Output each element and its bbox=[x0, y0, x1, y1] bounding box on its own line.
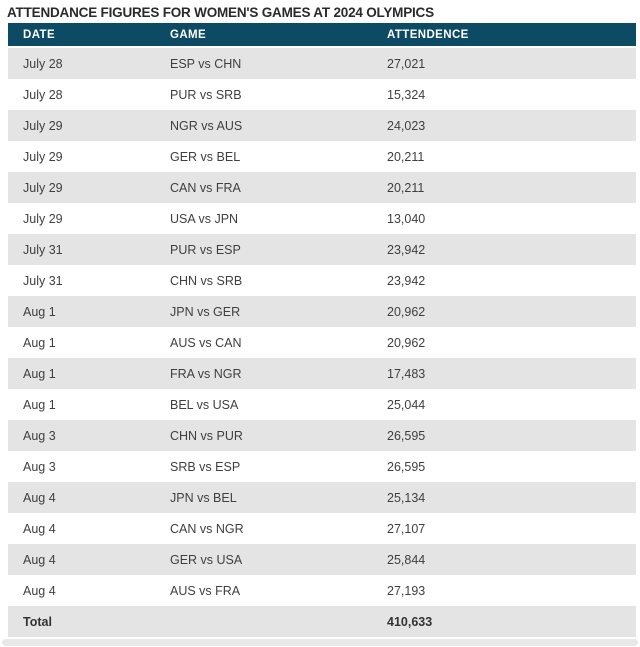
attendance-cell: 26,595 bbox=[387, 428, 426, 443]
table-row: Aug 4 JPN vs BEL 25,134 bbox=[8, 482, 636, 513]
game-cell: FRA vs NGR bbox=[170, 366, 242, 381]
date-cell: July 31 bbox=[23, 273, 63, 288]
attendance-cell: 20,211 bbox=[387, 180, 425, 195]
game-cell: PUR vs SRB bbox=[170, 87, 242, 102]
table-row: July 31 PUR vs ESP 23,942 bbox=[8, 234, 636, 265]
column-header-date: DATE bbox=[23, 28, 56, 41]
game-cell: SRB vs ESP bbox=[170, 459, 241, 474]
attendance-cell: 25,044 bbox=[387, 397, 426, 412]
date-cell: July 29 bbox=[23, 211, 63, 226]
total-label-cell: Total bbox=[23, 614, 52, 629]
game-cell: USA vs JPN bbox=[170, 211, 239, 226]
game-cell: GER vs USA bbox=[170, 552, 243, 567]
table-row: Aug 4 CAN vs NGR 27,107 bbox=[8, 513, 636, 544]
game-cell: CHN vs SRB bbox=[170, 273, 243, 288]
game-cell: GER vs BEL bbox=[170, 149, 241, 164]
table-row: July 28 PUR vs SRB 15,324 bbox=[8, 79, 636, 110]
table-row: July 29 CAN vs FRA 20,211 bbox=[8, 172, 636, 203]
attendance-cell: 15,324 bbox=[387, 87, 426, 102]
attendance-cell: 17,483 bbox=[387, 366, 426, 381]
table-row: July 29 GER vs BEL 20,211 bbox=[8, 141, 636, 172]
date-cell: July 31 bbox=[23, 242, 63, 257]
table-row: Aug 1 FRA vs NGR 17,483 bbox=[8, 358, 636, 389]
table-footer-bar bbox=[2, 639, 638, 646]
table-row: Aug 4 AUS vs FRA 27,193 bbox=[8, 575, 636, 606]
table-row: Aug 4 GER vs USA 25,844 bbox=[8, 544, 636, 575]
table-row: Aug 1 BEL vs USA 25,044 bbox=[8, 389, 636, 420]
attendance-cell: 27,021 bbox=[387, 56, 426, 71]
table-row: July 31 CHN vs SRB 23,942 bbox=[8, 265, 636, 296]
attendance-cell: 23,942 bbox=[387, 273, 426, 288]
column-header-game: GAME bbox=[170, 28, 207, 41]
date-cell: July 28 bbox=[23, 56, 63, 71]
attendance-cell: 27,193 bbox=[387, 583, 426, 598]
attendance-cell: 25,844 bbox=[387, 552, 426, 567]
attendance-cell: 27,107 bbox=[387, 521, 426, 536]
date-cell: July 29 bbox=[23, 180, 63, 195]
game-cell: ESP vs CHN bbox=[170, 56, 242, 71]
attendance-cell: 23,942 bbox=[387, 242, 426, 257]
attendance-cell: 20,211 bbox=[387, 149, 425, 164]
attendance-cell: 20,962 bbox=[387, 304, 426, 319]
game-cell: BEL vs USA bbox=[170, 397, 239, 412]
date-cell: Aug 1 bbox=[23, 397, 56, 412]
date-cell: July 29 bbox=[23, 118, 63, 133]
date-cell: Aug 4 bbox=[23, 583, 56, 598]
table-row: July 28 ESP vs CHN 27,021 bbox=[8, 48, 636, 79]
game-cell: CAN vs NGR bbox=[170, 521, 244, 536]
date-cell: Aug 3 bbox=[23, 459, 56, 474]
game-cell: CAN vs FRA bbox=[170, 180, 241, 195]
game-cell: NGR vs AUS bbox=[170, 118, 243, 133]
page-title: ATTENDANCE FIGURES FOR WOMEN'S GAMES AT … bbox=[7, 5, 434, 20]
table-row: Aug 1 JPN vs GER 20,962 bbox=[8, 296, 636, 327]
game-cell: AUS vs FRA bbox=[170, 583, 241, 598]
attendance-table: DATE GAME ATTENDENCE July 28 ESP vs CHN … bbox=[8, 23, 636, 637]
game-cell: PUR vs ESP bbox=[170, 242, 241, 257]
game-cell: AUS vs CAN bbox=[170, 335, 242, 350]
date-cell: Aug 1 bbox=[23, 335, 56, 350]
table-row: July 29 USA vs JPN 13,040 bbox=[8, 203, 636, 234]
date-cell: Aug 3 bbox=[23, 428, 56, 443]
attendance-cell: 25,134 bbox=[387, 490, 426, 505]
attendance-cell: 20,962 bbox=[387, 335, 426, 350]
table-row: July 29 NGR vs AUS 24,023 bbox=[8, 110, 636, 141]
attendance-cell: 24,023 bbox=[387, 118, 426, 133]
table-row: Aug 3 SRB vs ESP 26,595 bbox=[8, 451, 636, 482]
date-cell: Aug 1 bbox=[23, 366, 56, 381]
date-cell: July 29 bbox=[23, 149, 63, 164]
game-cell: CHN vs PUR bbox=[170, 428, 243, 443]
table-row: Aug 1 AUS vs CAN 20,962 bbox=[8, 327, 636, 358]
table-total-row: Total 410,633 bbox=[8, 606, 636, 637]
date-cell: Aug 4 bbox=[23, 552, 56, 567]
date-cell: Aug 1 bbox=[23, 304, 56, 319]
game-cell: JPN vs GER bbox=[170, 304, 241, 319]
date-cell: Aug 4 bbox=[23, 490, 56, 505]
total-value-cell: 410,633 bbox=[387, 614, 433, 629]
date-cell: Aug 4 bbox=[23, 521, 56, 536]
table-body: July 28 ESP vs CHN 27,021 July 28 PUR vs… bbox=[8, 48, 636, 606]
attendance-cell: 26,595 bbox=[387, 459, 426, 474]
game-cell: JPN vs BEL bbox=[170, 490, 237, 505]
attendance-cell: 13,040 bbox=[387, 211, 426, 226]
table-row: Aug 3 CHN vs PUR 26,595 bbox=[8, 420, 636, 451]
table-header-row: DATE GAME ATTENDENCE bbox=[8, 23, 636, 46]
date-cell: July 28 bbox=[23, 87, 63, 102]
column-header-attendance: ATTENDENCE bbox=[387, 28, 469, 41]
